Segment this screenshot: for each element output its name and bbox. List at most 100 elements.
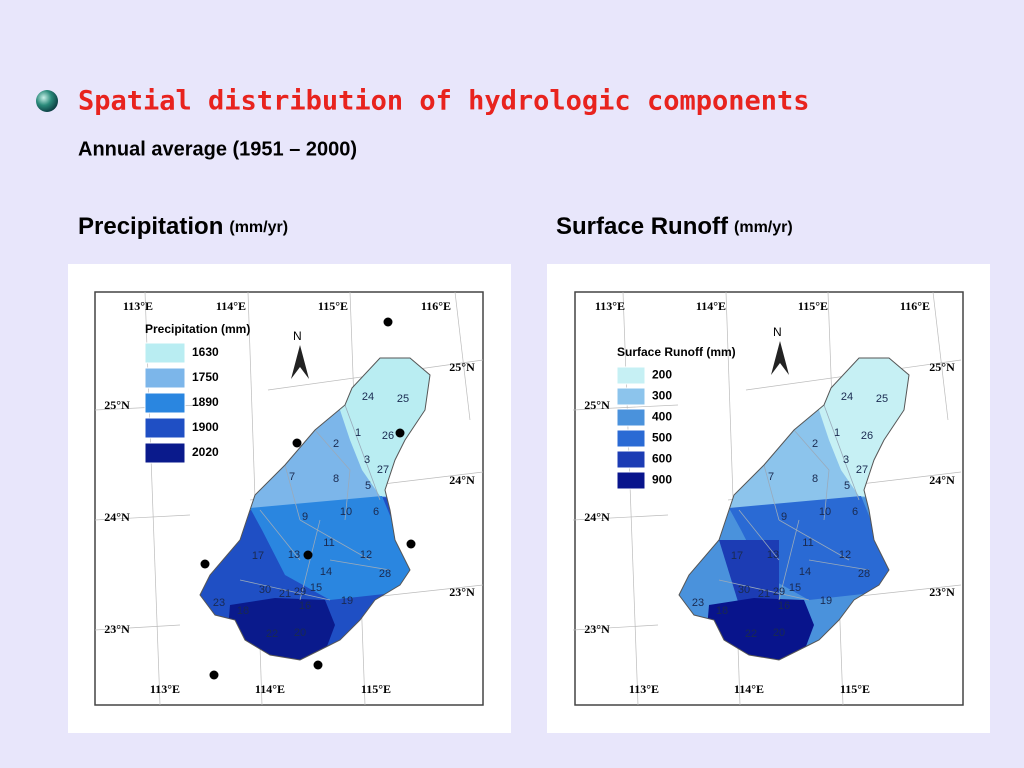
subbasin-label: 8 (333, 473, 339, 485)
subbasin-label: 16 (778, 600, 790, 612)
lon-label: 113°E (150, 682, 180, 696)
subbasin-label: 6 (852, 506, 858, 518)
subbasin-label: 5 (365, 480, 371, 492)
subbasin-label: 24 (841, 391, 853, 403)
subbasin-border (778, 519, 800, 601)
lat-label: 25°N (104, 398, 130, 412)
panel-unit: (mm/yr) (229, 219, 288, 236)
map-frame (574, 291, 964, 706)
lat-label: 23°N (104, 622, 130, 636)
lon-label: 113°E (595, 299, 625, 313)
legend-title: Surface Runoff (mm) (617, 345, 736, 359)
rain-gauge (209, 670, 219, 680)
lat-label: 23°N (449, 585, 475, 599)
graticule-line (94, 624, 181, 631)
lat-label: 23°N (584, 622, 610, 636)
subbasin-border (284, 464, 301, 521)
subbasin-border (778, 519, 850, 561)
legend-label: 1900 (192, 420, 219, 434)
subbasin-border (823, 404, 860, 501)
subbasin-border (763, 464, 780, 521)
lon-label: 114°E (696, 299, 726, 313)
north-label: N (293, 329, 302, 343)
lat-label: 24°N (929, 473, 955, 487)
legend-swatch (616, 429, 646, 448)
lon-label: 115°E (318, 299, 348, 313)
subbasin-label: 13 (288, 549, 300, 561)
subbasin-label: 26 (382, 430, 394, 442)
subbasin-label: 11 (323, 537, 334, 549)
subbasin-border (314, 429, 351, 471)
subbasin-label: 21 (758, 588, 770, 600)
subbasin-border (239, 579, 331, 601)
graticule-line (932, 291, 949, 421)
subbasin-label: 29 (294, 586, 306, 598)
subbasin-label: 9 (302, 511, 308, 523)
basin-outline (199, 357, 431, 661)
legend-swatch (616, 450, 646, 469)
legend-label: 400 (652, 410, 672, 424)
subtitle: Annual average (1951 – 2000) (78, 138, 357, 160)
legend-label: 200 (652, 368, 672, 382)
panel-title: Precipitation (mm/yr) (78, 213, 288, 240)
panel-title: Surface Runoff (mm/yr) (556, 213, 793, 240)
subbasin-label: 13 (767, 549, 779, 561)
subbasin-label: 5 (844, 480, 850, 492)
legend-label: 1890 (192, 395, 219, 409)
subbasin-label: 2 (812, 438, 818, 450)
graticule-line (572, 514, 669, 521)
legend-swatch (616, 366, 646, 385)
lon-label: 113°E (123, 299, 153, 313)
basin-zone (340, 358, 430, 500)
subbasin-label: 23 (692, 597, 704, 609)
subbasin-label: 15 (789, 582, 801, 594)
subbasin-label: 20 (294, 627, 306, 639)
legend-swatch (144, 367, 186, 389)
lat-label: 23°N (929, 585, 955, 599)
panel-title-text: Precipitation (78, 213, 223, 240)
lon-label: 116°E (900, 299, 930, 313)
subbasin-label: 22 (745, 628, 757, 640)
legend-label: 1750 (192, 370, 219, 384)
legend-swatch (144, 417, 186, 439)
subbasin-label: 28 (379, 568, 391, 580)
rain-gauge (313, 660, 323, 670)
subbasin-label: 16 (299, 600, 311, 612)
subbasin-label: 14 (320, 566, 332, 578)
lon-label: 115°E (840, 682, 870, 696)
subbasin-label: 6 (373, 506, 379, 518)
graticule-line (622, 291, 639, 706)
subbasin-label: 1 (355, 427, 361, 439)
subbasin-border (718, 579, 810, 601)
subbasin-border (823, 469, 830, 521)
legend-swatch (616, 471, 646, 490)
panel-unit: (mm/yr) (734, 219, 793, 236)
legend-swatch (144, 392, 186, 414)
north-arrow (771, 341, 789, 375)
subbasin-label: 15 (310, 582, 322, 594)
bullet (36, 90, 58, 112)
subbasin-border (344, 404, 381, 501)
graticule-line (454, 291, 471, 421)
subbasin-border (793, 429, 830, 471)
lon-label: 114°E (255, 682, 285, 696)
lat-label: 24°N (449, 473, 475, 487)
lon-label: 115°E (361, 682, 391, 696)
subbasin-label: 18 (237, 605, 249, 617)
subbasin-label: 3 (843, 454, 849, 466)
subbasin-label: 27 (377, 464, 389, 476)
basin-zone (719, 540, 779, 605)
legend-swatch (144, 442, 186, 464)
subbasin-label: 1 (834, 427, 840, 439)
subbasin-label: 19 (820, 595, 832, 607)
subbasin-label: 17 (731, 550, 743, 562)
rain-gauge (292, 438, 302, 448)
subbasin-border (329, 559, 391, 571)
subbasin-label: 28 (858, 568, 870, 580)
subbasin-label: 17 (252, 550, 264, 562)
subbasin-border (808, 559, 870, 571)
rain-gauge (200, 559, 210, 569)
